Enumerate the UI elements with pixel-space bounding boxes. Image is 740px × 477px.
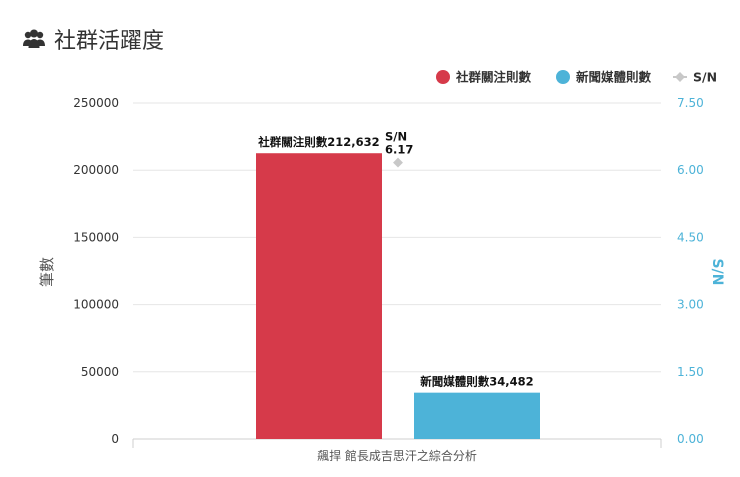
y2-tick-label: 7.50 [677,96,704,110]
y-tick-label: 150000 [73,230,119,244]
y-axis-title: 筆數 [38,257,56,287]
y2-tick-label: 1.50 [677,365,704,379]
bar-data-label: 社群關注則數212,632 [257,135,379,149]
legend-marker [436,70,450,84]
y-tick-label: 0 [111,432,119,446]
y2-tick-label: 0.00 [677,432,704,446]
y2-axis-title: S/N [709,259,725,286]
legend-item[interactable]: 新聞媒體則數 [576,70,652,85]
sn-point[interactable] [393,157,403,168]
y-tick-label: 50000 [81,365,119,379]
legend: 社群關注則數 新聞媒體則數 S/N [436,70,717,85]
users-icon [23,29,45,48]
y-axis-left: 0 50000 100000 150000 200000 250000 [73,96,119,446]
legend-item[interactable]: S/N [693,70,717,85]
x-axis-category-label: 飆捍 館長成吉思汗之綜合分析 [317,448,477,463]
y2-tick-label: 3.00 [677,298,704,312]
chart-title: 社群活躍度 [54,29,165,54]
sn-label-value: 6.17 [385,143,413,157]
y-axis-right: 0.00 1.50 3.00 4.50 6.00 7.50 [677,96,704,446]
sn-label-name: S/N [385,130,407,144]
legend-marker [556,70,570,84]
chart-header: 社群活躍度 [22,22,164,56]
y2-tick-label: 4.50 [677,230,704,244]
y-tick-label: 250000 [73,96,119,110]
y2-tick-label: 6.00 [677,163,704,177]
bar-data-label: 新聞媒體則數34,482 [420,375,533,389]
y-tick-label: 200000 [73,163,119,177]
bars: 社群關注則數212,632 新聞媒體則數34,482 S/N6.17 [256,130,540,439]
bar-1[interactable] [256,153,382,439]
legend-item[interactable]: 社群關注則數 [455,70,532,85]
grid [133,102,661,373]
y-tick-label: 100000 [73,298,119,312]
bar-2[interactable] [414,392,540,439]
legend-marker [675,72,685,82]
